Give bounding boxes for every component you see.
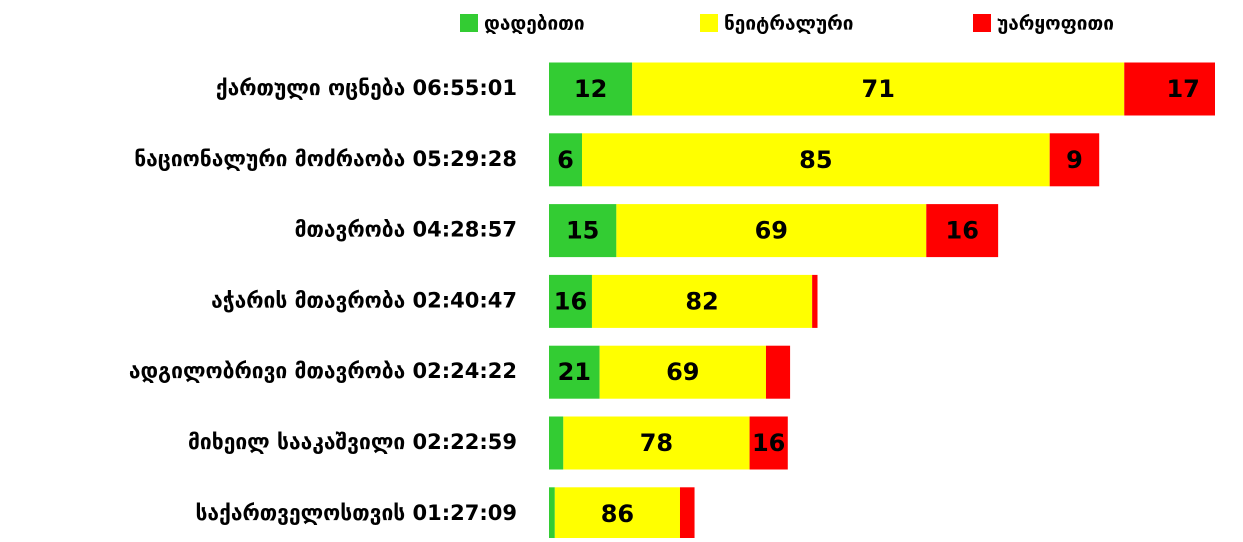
category-label: მიხეილ სააკაშვილი 02:22:59 (188, 430, 517, 454)
category-label: ადგილობრივი მთავრობა 02:24:22 (129, 359, 517, 383)
bar-segment (549, 487, 555, 538)
data-label: 15 (566, 217, 599, 245)
category-label: მთავრობა 04:28:57 (295, 218, 517, 242)
bar-segment (616, 204, 927, 258)
legend-swatch (460, 14, 478, 32)
data-label: 85 (799, 146, 832, 174)
legend-label: უარყოფითი (997, 13, 1114, 35)
bar-segment (549, 345, 600, 399)
bar-segment (765, 345, 791, 399)
data-label: 12 (574, 75, 607, 103)
bar-segment (582, 133, 1050, 187)
bar-segment (591, 274, 813, 328)
bar-segment (1124, 62, 1215, 116)
bar-segment (926, 204, 999, 258)
legend-label: ნეიტრალური (724, 13, 854, 35)
bar-segment (563, 416, 750, 470)
category-label: ნაციონალური მოძრაობა 05:29:28 (134, 147, 517, 171)
data-label: 16 (752, 429, 785, 457)
data-label: 6 (557, 146, 574, 174)
bar-segment (749, 416, 788, 470)
bar-segment (632, 62, 1125, 116)
plot-area: 12 71 17 6 85 9 15 69 16 16 82 21 69 78 16 86 (549, 62, 1215, 538)
bar-segment (1049, 133, 1100, 187)
category-label: ქართული ოცნება 06:55:01 (216, 76, 517, 100)
data-label: 69 (755, 217, 788, 245)
bar-segment (679, 487, 695, 538)
data-label: 82 (685, 287, 718, 315)
legend-label: დადებითი (484, 13, 585, 35)
bar-segment (549, 133, 583, 187)
data-label: 9 (1066, 146, 1083, 174)
bar-segment (554, 487, 680, 538)
bar-segment (599, 345, 766, 399)
data-label: 17 (1166, 75, 1199, 103)
data-label: 16 (554, 287, 587, 315)
data-label: 16 (946, 217, 979, 245)
bar-segment (549, 274, 592, 328)
data-label: 21 (558, 358, 591, 386)
category-label: აჭარის მთავრობა 02:40:47 (211, 288, 517, 312)
data-label: 71 (862, 75, 895, 103)
category-label: საქართველოსთვის 01:27:09 (196, 501, 518, 525)
bar-segment (549, 62, 633, 116)
data-label: 78 (640, 429, 673, 457)
bar-segment (549, 416, 564, 470)
legend-swatch (700, 14, 718, 32)
data-label: 69 (666, 358, 699, 386)
legend-swatch (973, 14, 991, 32)
bar-segment (549, 204, 617, 258)
bar-segment (812, 274, 818, 328)
data-label: 86 (601, 500, 634, 528)
